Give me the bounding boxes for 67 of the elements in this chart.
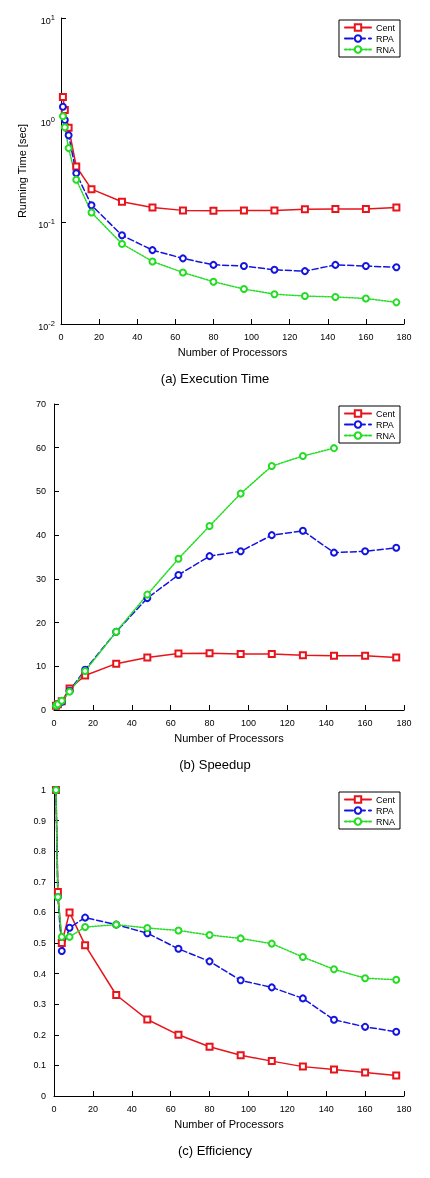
x-tick-label: 180: [396, 1103, 412, 1114]
y-tick-label: 0.1: [33, 1060, 46, 1071]
x-tick-label: 40: [126, 717, 137, 728]
legend-label: RNA: [375, 816, 395, 827]
x-tick-label: 160: [357, 1103, 373, 1114]
x-tick-label: 80: [204, 1103, 215, 1114]
x-tick-label: 180: [396, 717, 412, 728]
x-tick-label: 100: [240, 1103, 256, 1114]
x-tick-label: 120: [279, 1103, 295, 1114]
y-tick-label: 50: [35, 486, 46, 497]
x-tick-label: 40: [132, 331, 143, 342]
legend-label: RPA: [375, 805, 394, 816]
y-tick-label: 40: [35, 530, 46, 541]
y-tick-label: 10$^{-2}$: [38, 318, 55, 334]
y-tick-label: 10$^{1}$: [40, 12, 55, 28]
y-tick-label: 0.4: [33, 968, 46, 979]
x-tick-label: 20: [87, 717, 98, 728]
y-tick-label: 10$^{-1}$: [38, 216, 55, 232]
legend-label: Cent: [375, 22, 396, 33]
x-tick-label: 40: [126, 1103, 137, 1114]
x-tick-label: 80: [204, 717, 215, 728]
x-tick-label: 0: [58, 331, 64, 342]
x-tick-label: 140: [320, 331, 336, 342]
x-axis-title: Number of Processors: [174, 1117, 285, 1130]
y-tick-label: 0: [40, 1091, 46, 1101]
x-tick-label: 180: [396, 331, 412, 342]
y-tick-label: 0.3: [33, 999, 46, 1010]
y-tick-label: 0.7: [33, 876, 46, 887]
x-axis-title: Number of Processors: [174, 731, 285, 744]
x-tick-label: 60: [165, 717, 176, 728]
legend-label: Cent: [375, 408, 396, 419]
legend-label: RNA: [375, 44, 395, 55]
y-tick-label: 60: [35, 442, 46, 453]
legend-label: RNA: [375, 430, 395, 441]
x-tick-label: 100: [244, 331, 260, 342]
legend-label: Cent: [375, 794, 396, 805]
x-tick-label: 100: [240, 717, 256, 728]
x-tick-label: 60: [165, 1103, 176, 1114]
x-tick-label: 140: [318, 1103, 334, 1114]
y-tick-label: 0.2: [33, 1029, 46, 1040]
y-tick-label: 0.8: [33, 846, 46, 857]
y-tick-label: 10: [35, 661, 46, 672]
y-tick-label: 0.6: [33, 907, 46, 918]
legend-label: RPA: [375, 33, 394, 44]
x-axis-title: Number of Processors: [177, 345, 288, 358]
y-tick-label: 1: [40, 785, 46, 795]
y-tick-label: 30: [35, 573, 46, 584]
y-tick-label: 0: [40, 705, 46, 715]
y-tick-label: 70: [35, 399, 46, 409]
x-tick-label: 20: [94, 331, 105, 342]
x-tick-label: 120: [279, 717, 295, 728]
y-tick-label: 10$^{0}$: [40, 114, 55, 130]
x-tick-label: 80: [208, 331, 219, 342]
x-tick-label: 160: [357, 717, 373, 728]
x-tick-label: 60: [170, 331, 181, 342]
x-tick-label: 20: [87, 1103, 98, 1114]
legend-label: RPA: [375, 419, 394, 430]
text: (b) Speedup: [179, 757, 251, 772]
x-tick-label: 120: [282, 331, 298, 342]
y-tick-label: 20: [35, 617, 46, 628]
y-tick-label: 0.9: [33, 815, 46, 826]
x-tick-label: 140: [318, 717, 334, 728]
y-tick-label: 0.5: [33, 938, 46, 948]
x-tick-label: 160: [358, 331, 374, 342]
text: (a) Execution Time: [160, 371, 270, 386]
y-axis-title: Running Time [sec]: [15, 123, 28, 219]
text: (c) Efficiency: [177, 1143, 253, 1158]
